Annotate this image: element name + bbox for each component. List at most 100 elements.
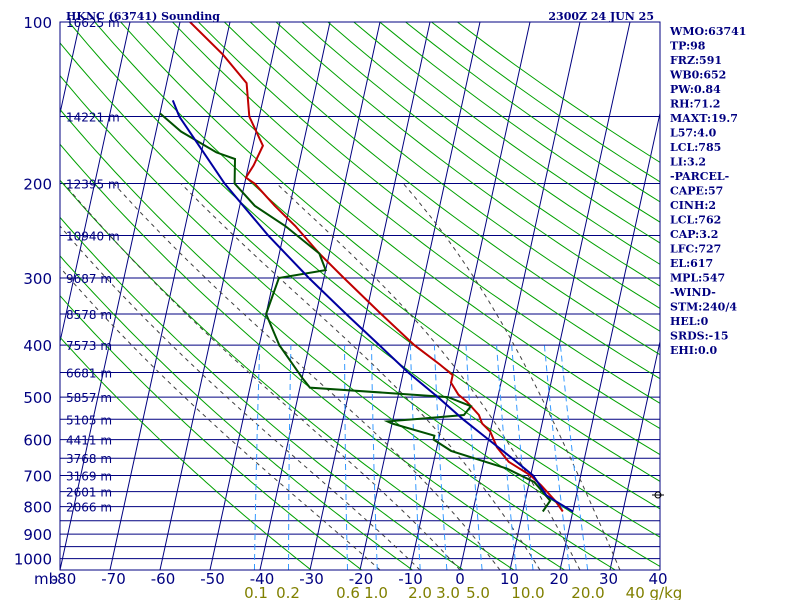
height-label: 14221 m — [66, 110, 120, 124]
pressure-tick-label: 200 — [23, 176, 52, 194]
pressure-tick-label: 800 — [23, 499, 52, 517]
moist-adiabat — [60, 225, 421, 570]
sounding-profiles — [159, 22, 574, 513]
dry-adiabat — [120, 22, 660, 456]
dry-adiabat — [223, 22, 660, 356]
mixing-ratio-tick-label: 3.0 — [436, 584, 460, 600]
isotherm-line — [760, 22, 800, 570]
temperature-tick-label: -70 — [101, 570, 126, 588]
moist-adiabat — [63, 183, 461, 570]
pressure-tick-label: 900 — [23, 526, 52, 544]
isotherm-line — [459, 22, 581, 570]
mixing-ratio-line — [511, 345, 534, 570]
mixing-ratio-line — [543, 345, 571, 570]
dry-adiabat — [172, 22, 660, 404]
mixing-ratio-line — [409, 345, 421, 570]
dry-adiabat — [94, 22, 660, 482]
isotherm-line — [0, 22, 30, 570]
stat-line: WB0:652 — [669, 69, 726, 82]
mixing-ratio-tick-label: 20.0 — [571, 584, 604, 600]
dry-adiabat — [60, 216, 464, 570]
temperature-tick-label: 20 — [549, 570, 568, 588]
dewpoint-profile — [159, 112, 552, 513]
temperature-tick-label: -50 — [200, 570, 225, 588]
dry-adiabat — [198, 22, 660, 380]
mixing-ratio-tick-label: 5.0 — [466, 584, 490, 600]
height-label: 2066 m — [66, 501, 112, 515]
stat-line: MAXT:19.7 — [670, 112, 738, 125]
isotherm-line — [609, 339, 660, 570]
stat-line: CAPE:57 — [670, 185, 723, 198]
plot-frame — [59, 21, 661, 571]
dry-adiabat — [405, 22, 660, 203]
pressure-tick-label: 1000 — [14, 551, 52, 569]
mixing-ratio-line — [344, 345, 348, 570]
height-label: 9687 m — [66, 272, 112, 286]
pressure-unit-label: mb — [34, 570, 58, 588]
dry-adiabat — [146, 22, 660, 430]
dry-adiabat — [301, 22, 660, 287]
temperature-tick-label: 10 — [500, 570, 519, 588]
dry-adiabat — [249, 22, 660, 332]
pressure-tick-label: 500 — [23, 389, 52, 407]
height-label: 3169 m — [66, 470, 112, 484]
mixing-ratio-tick-label: 0.6 — [336, 584, 360, 600]
stat-line: HEL:0 — [670, 315, 709, 328]
wind-marker — [652, 491, 664, 499]
mixing-ratio-line — [559, 345, 589, 570]
moist-adiabat — [402, 183, 621, 570]
mixing-ratio-line — [253, 345, 261, 570]
temperature-tick-label: 40 — [648, 570, 667, 588]
stat-line: EHI:0.0 — [670, 344, 717, 357]
dry-adiabat — [60, 295, 363, 570]
isotherm-line — [409, 22, 531, 570]
height-label: 5105 m — [66, 413, 112, 427]
stat-line: -PARCEL- — [670, 170, 729, 183]
isotherm-line — [259, 22, 381, 570]
temperature-tick-label: -20 — [349, 570, 374, 588]
mixing-ratio-line — [433, 345, 448, 570]
dry-adiabat — [60, 108, 616, 570]
observation-time: 2300Z 24 JUN 25 — [548, 10, 654, 23]
temperature-tick-label: -30 — [299, 570, 324, 588]
stat-line: LFC:727 — [670, 243, 721, 256]
temperature-tick-label: -40 — [250, 570, 275, 588]
mixing-ratio-tick-label: 0.1 — [244, 584, 268, 600]
isotherm-line — [359, 22, 481, 570]
stat-line: SRDS:-15 — [670, 330, 729, 343]
isotherm-line — [309, 22, 431, 570]
mixing-ratio-line — [496, 345, 517, 570]
height-label: 7573 m — [66, 339, 112, 353]
isotherm-line — [710, 22, 800, 570]
stat-line: WMO:63741 — [669, 25, 746, 38]
dry-adiabat — [68, 22, 660, 510]
stat-line: TP:98 — [670, 40, 706, 53]
pressure-tick-label: 400 — [23, 337, 52, 355]
dry-adiabat — [275, 22, 660, 310]
isotherm-line — [209, 22, 331, 570]
stat-line: LCL:762 — [670, 214, 721, 227]
pressure-tick-label: 100 — [23, 14, 52, 32]
isotherm-line — [109, 22, 231, 570]
mixing-ratio-tick-label: 1.0 — [364, 584, 388, 600]
dry-adiabat — [60, 42, 660, 538]
height-label: 3768 m — [66, 452, 112, 466]
moist-adiabat — [60, 266, 381, 570]
stat-line: CINH:2 — [670, 199, 716, 212]
dry-adiabat — [60, 143, 565, 570]
isotherm-line — [559, 110, 660, 570]
temperature-tick-label: -80 — [52, 570, 77, 588]
dry-adiabat — [457, 22, 660, 163]
height-label: 6681 m — [66, 367, 112, 381]
dry-adiabat — [60, 336, 312, 570]
dry-adiabat — [60, 74, 660, 568]
isotherm-line — [509, 22, 631, 570]
mixing-ratio-tick-label: 2.0 — [408, 584, 432, 600]
moist-adiabat — [276, 183, 581, 570]
height-label: 16625 m — [66, 16, 120, 30]
temperature-tick-label: 30 — [599, 570, 618, 588]
stat-line: PW:0.84 — [670, 83, 721, 96]
